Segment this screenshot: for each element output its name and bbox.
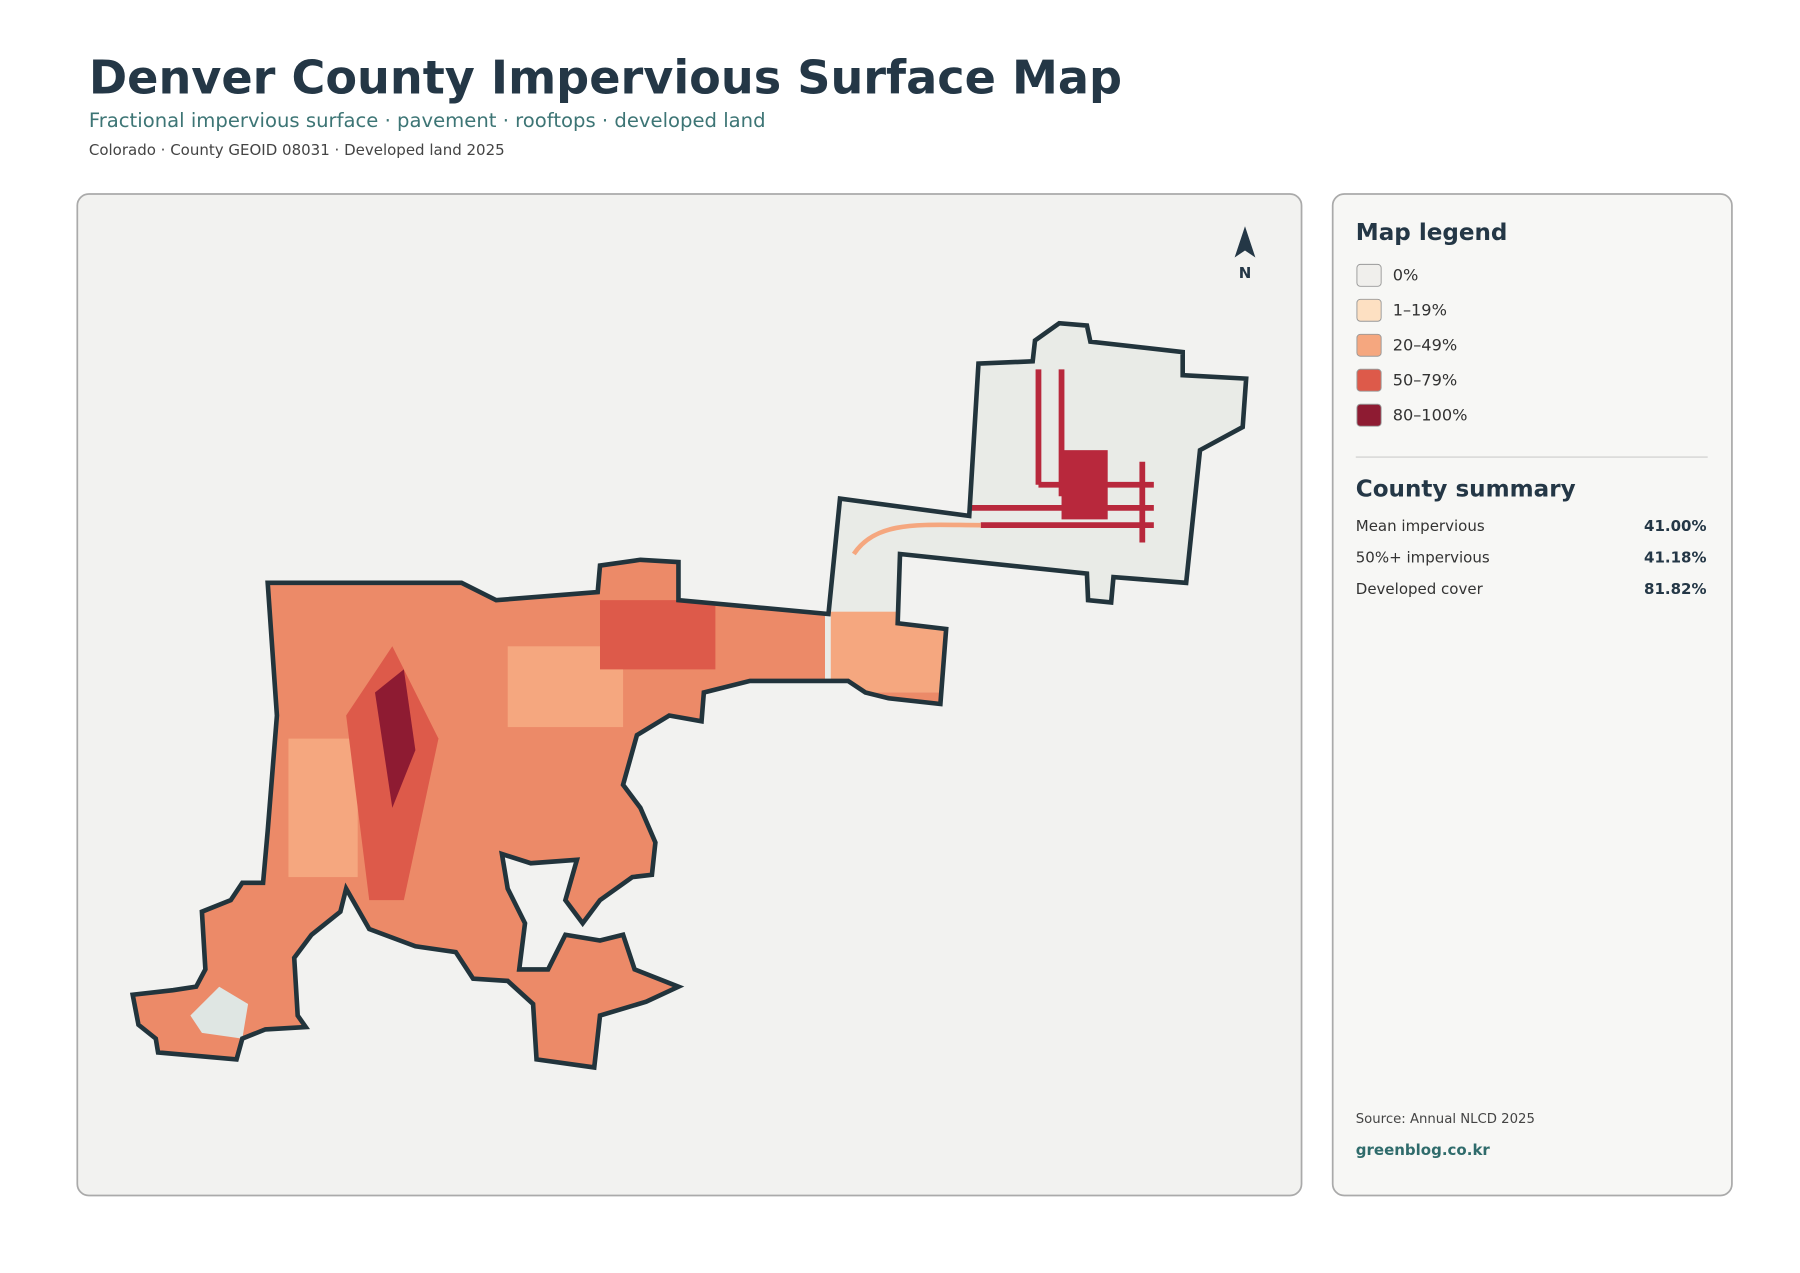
legend-swatch [1356, 368, 1382, 392]
legend-label: 50–79% [1393, 370, 1457, 389]
title: Denver County Impervious Surface Map [89, 51, 1122, 105]
summary-rows: Mean impervious 41.00% 50%+ impervious 41.1… [1356, 517, 1707, 598]
summary-label: Mean impervious [1356, 517, 1485, 535]
summary-value: 41.00% [1644, 517, 1706, 535]
legend-panel [1331, 193, 1733, 1197]
legend-swatch [1356, 263, 1382, 287]
legend-label: 1–19% [1393, 301, 1447, 320]
summary-value: 81.82% [1644, 580, 1706, 598]
legend-title: Map legend [1356, 220, 1508, 246]
legend-items: 0% 1–19% 20–49% 50–79% 80–100% [1356, 263, 1468, 427]
legend-swatch [1356, 298, 1382, 322]
summary-label: 50%+ impervious [1356, 548, 1490, 566]
subtitle: Fractional impervious surface · pavement… [89, 109, 766, 132]
summary-title: County summary [1356, 476, 1576, 502]
summary-value: 41.18% [1644, 548, 1706, 566]
summary-label: Developed cover [1356, 580, 1484, 598]
site: greenblog.co.kr [1356, 1141, 1491, 1159]
source: Source: Annual NLCD 2025 [1356, 1112, 1535, 1127]
north-label: N [1239, 264, 1252, 282]
legend-label: 80–100% [1393, 405, 1468, 424]
legend-label: 0% [1393, 266, 1419, 285]
legend-swatch [1356, 333, 1382, 357]
legend-swatch [1356, 403, 1382, 427]
legend-label: 20–49% [1393, 335, 1457, 354]
meta: Colorado · County GEOID 08031 · Develope… [89, 141, 505, 159]
north-arrow [1234, 226, 1256, 258]
